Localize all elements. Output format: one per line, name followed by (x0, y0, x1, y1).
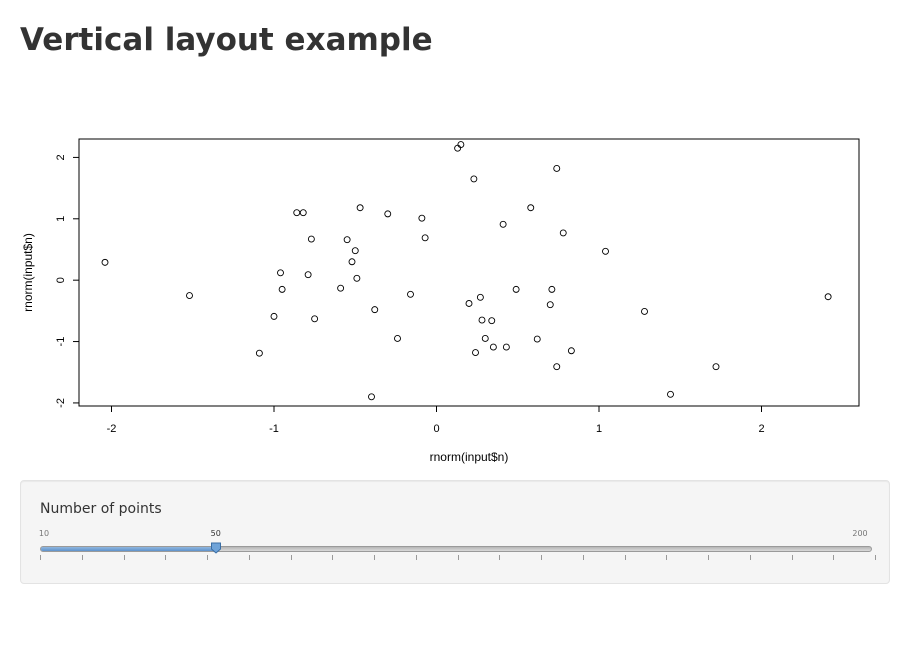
data-point (502, 343, 510, 351)
scatter-plot: -2 -1 0 1 2 -2 -1 0 1 2 rnorm(input$n) rnorm(input$… (20, 120, 890, 470)
data-point (472, 349, 479, 357)
data-point (371, 306, 379, 314)
data-point (489, 343, 497, 351)
data-point (418, 214, 426, 222)
slider-tick (666, 555, 668, 560)
slider-tick (40, 555, 41, 560)
data-point (186, 292, 193, 299)
data-point (553, 363, 561, 371)
y-axis-label: rnorm(input$n) (21, 233, 35, 312)
data-point (368, 393, 375, 401)
data-point (667, 390, 674, 398)
slider-panel: Number of points 10 50 200 (20, 480, 890, 584)
data-point (488, 317, 496, 325)
data-point (512, 285, 520, 293)
data-point (470, 175, 478, 183)
data-point (499, 220, 507, 228)
data-point (421, 234, 429, 242)
data-point (356, 204, 364, 212)
data-point (337, 284, 345, 292)
slider-tick (499, 555, 501, 560)
x-tick-label: 0 (433, 423, 439, 435)
y-tick-label: 2 (55, 154, 67, 160)
scatter-plot-svg: -2 -1 0 1 2 -2 -1 0 1 2 rnorm(input$n) rnorm(input$… (21, 138, 860, 464)
data-point (293, 209, 301, 217)
slider-tick (374, 555, 375, 560)
data-point (304, 271, 312, 279)
data-point (311, 315, 319, 323)
x-tick-label: -1 (269, 423, 279, 435)
data-point (351, 247, 359, 255)
slider-value-label: 50 (210, 529, 221, 538)
slider-tick (457, 555, 459, 560)
data-point (546, 301, 554, 309)
slider-tick (582, 555, 584, 560)
x-tick-label: -2 (107, 423, 117, 435)
data-point (548, 285, 556, 293)
slider-tick (290, 555, 292, 560)
slider-tick (749, 555, 751, 560)
data-point (255, 349, 263, 357)
data-point (824, 293, 832, 301)
slider-label: Number of points (40, 501, 162, 517)
data-point (278, 285, 286, 293)
slider-tick (332, 555, 334, 560)
x-axis-label: rnorm(input$n) (430, 450, 509, 464)
data-point (712, 363, 720, 371)
data-point (457, 141, 465, 148)
data-point (454, 144, 462, 152)
data-point (277, 269, 284, 277)
slider-max-label: 200 (852, 529, 868, 538)
slider-tick (833, 555, 835, 560)
data-point (481, 335, 489, 342)
y-tick-label: 1 (55, 216, 67, 222)
slider-tick (415, 555, 417, 560)
data-point (478, 316, 486, 324)
data-point (394, 335, 401, 342)
y-tick-label: 0 (55, 277, 67, 283)
slider-tick (541, 555, 542, 560)
page-title: Vertical layout example (20, 22, 433, 58)
slider-ticks (40, 555, 876, 563)
data-point (343, 236, 351, 244)
data-point (270, 312, 278, 320)
slider-tick (624, 555, 626, 560)
slider-tick (248, 555, 250, 560)
data-point (476, 293, 484, 301)
data-point (353, 274, 361, 282)
slider-tick (207, 555, 208, 560)
slider-tick (708, 555, 709, 560)
data-point (101, 258, 109, 266)
slider-tick (123, 555, 125, 560)
plot-frame (78, 138, 860, 407)
data-point (559, 229, 567, 237)
data-point (407, 290, 414, 298)
data-point (533, 335, 541, 343)
slider-tick (875, 555, 876, 560)
data-point (641, 308, 648, 315)
y-tick-label: -1 (55, 337, 67, 347)
data-point (567, 347, 575, 355)
x-tick-label: 2 (758, 423, 764, 435)
slider-tick (791, 555, 793, 560)
slider-tick (165, 555, 167, 560)
data-point (299, 209, 307, 217)
x-tick-label: 1 (596, 423, 602, 435)
data-point (527, 204, 535, 212)
data-point (307, 235, 315, 243)
slider-tick (81, 555, 83, 560)
data-point (602, 247, 609, 255)
data-point (384, 210, 392, 218)
slider-handle[interactable] (210, 542, 221, 554)
slider-track[interactable] (40, 546, 872, 552)
slider-min-label: 10 (38, 529, 50, 538)
y-tick-label: -2 (55, 398, 67, 408)
data-point (553, 165, 561, 172)
data-point (348, 258, 356, 266)
number-of-points-slider[interactable]: 10 50 200 (38, 527, 876, 567)
data-point (465, 300, 473, 307)
slider-fill (41, 547, 216, 551)
